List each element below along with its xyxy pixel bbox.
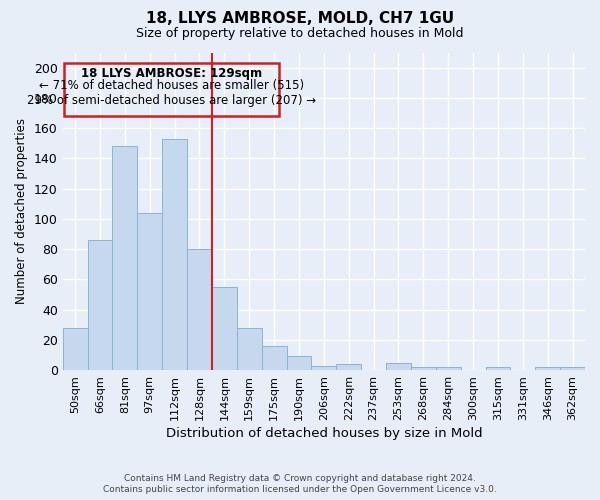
Bar	[64, 63, 279, 116]
Text: ← 71% of detached houses are smaller (515): ← 71% of detached houses are smaller (51…	[39, 80, 304, 92]
Text: 18 LLYS AMBROSE: 129sqm: 18 LLYS AMBROSE: 129sqm	[81, 67, 262, 80]
Text: 29% of semi-detached houses are larger (207) →: 29% of semi-detached houses are larger (…	[27, 94, 316, 108]
Text: Size of property relative to detached houses in Mold: Size of property relative to detached ho…	[136, 28, 464, 40]
Bar	[162, 138, 187, 370]
Bar	[535, 367, 560, 370]
Bar	[436, 367, 461, 370]
Bar	[187, 249, 212, 370]
Bar	[212, 287, 237, 370]
Bar	[62, 328, 88, 370]
Bar	[137, 213, 162, 370]
Bar	[237, 328, 262, 370]
Bar	[560, 367, 585, 370]
Bar	[112, 146, 137, 370]
Bar	[262, 346, 287, 370]
Bar	[88, 240, 112, 370]
Bar	[386, 362, 411, 370]
X-axis label: Distribution of detached houses by size in Mold: Distribution of detached houses by size …	[166, 427, 482, 440]
Bar	[311, 366, 336, 370]
Text: Contains HM Land Registry data © Crown copyright and database right 2024.
Contai: Contains HM Land Registry data © Crown c…	[103, 474, 497, 494]
Bar	[411, 367, 436, 370]
Y-axis label: Number of detached properties: Number of detached properties	[16, 118, 28, 304]
Text: 18, LLYS AMBROSE, MOLD, CH7 1GU: 18, LLYS AMBROSE, MOLD, CH7 1GU	[146, 11, 454, 26]
Bar	[485, 367, 511, 370]
Bar	[287, 356, 311, 370]
Bar	[336, 364, 361, 370]
